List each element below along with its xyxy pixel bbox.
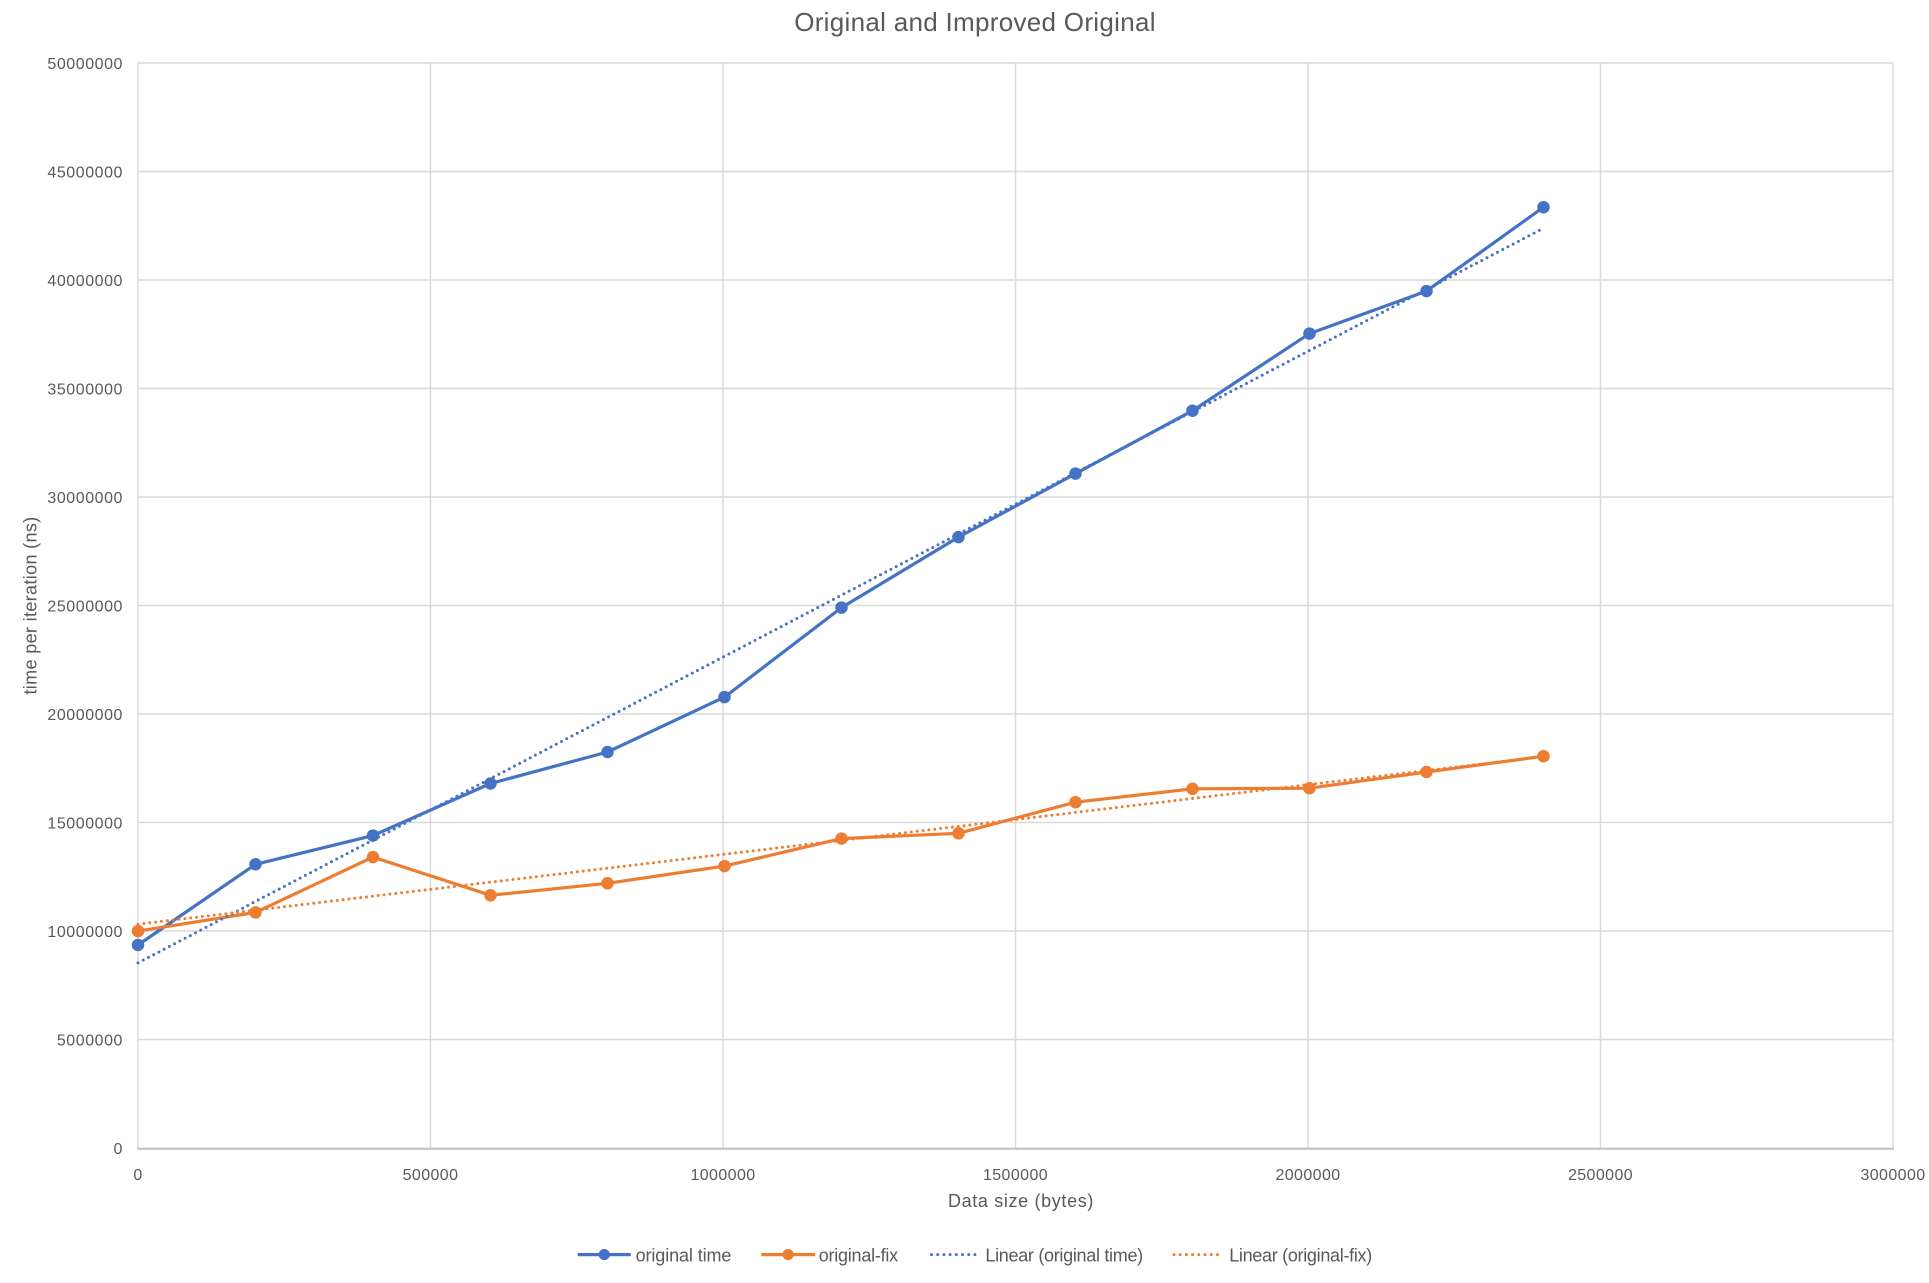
svg-text:500000: 500000 (403, 1167, 459, 1184)
svg-text:Original and Improved Original: Original and Improved Original (794, 7, 1156, 37)
svg-text:1000000: 1000000 (690, 1167, 755, 1184)
svg-text:40000000: 40000000 (47, 273, 123, 290)
svg-text:0: 0 (133, 1167, 142, 1184)
svg-text:50000000: 50000000 (47, 56, 123, 73)
svg-text:3000000: 3000000 (1860, 1167, 1925, 1184)
svg-text:time per iteration (ns): time per iteration (ns) (21, 516, 41, 694)
svg-text:2000000: 2000000 (1275, 1167, 1340, 1184)
svg-text:25000000: 25000000 (47, 599, 123, 616)
svg-text:Linear (original time): Linear (original time) (985, 1245, 1142, 1265)
svg-text:Data size (bytes): Data size (bytes) (948, 1191, 1094, 1211)
svg-text:35000000: 35000000 (47, 382, 123, 399)
svg-text:5000000: 5000000 (57, 1033, 123, 1050)
svg-text:45000000: 45000000 (47, 165, 123, 182)
svg-text:Linear (original-fix): Linear (original-fix) (1229, 1245, 1372, 1265)
svg-text:2500000: 2500000 (1568, 1167, 1633, 1184)
svg-text:30000000: 30000000 (47, 490, 123, 507)
svg-text:original time: original time (636, 1245, 732, 1265)
svg-text:15000000: 15000000 (47, 816, 123, 833)
svg-text:20000000: 20000000 (47, 707, 123, 724)
svg-text:original-fix: original-fix (819, 1245, 898, 1265)
svg-text:1500000: 1500000 (983, 1167, 1048, 1184)
svg-text:10000000: 10000000 (47, 924, 123, 941)
svg-text:0: 0 (114, 1141, 123, 1158)
